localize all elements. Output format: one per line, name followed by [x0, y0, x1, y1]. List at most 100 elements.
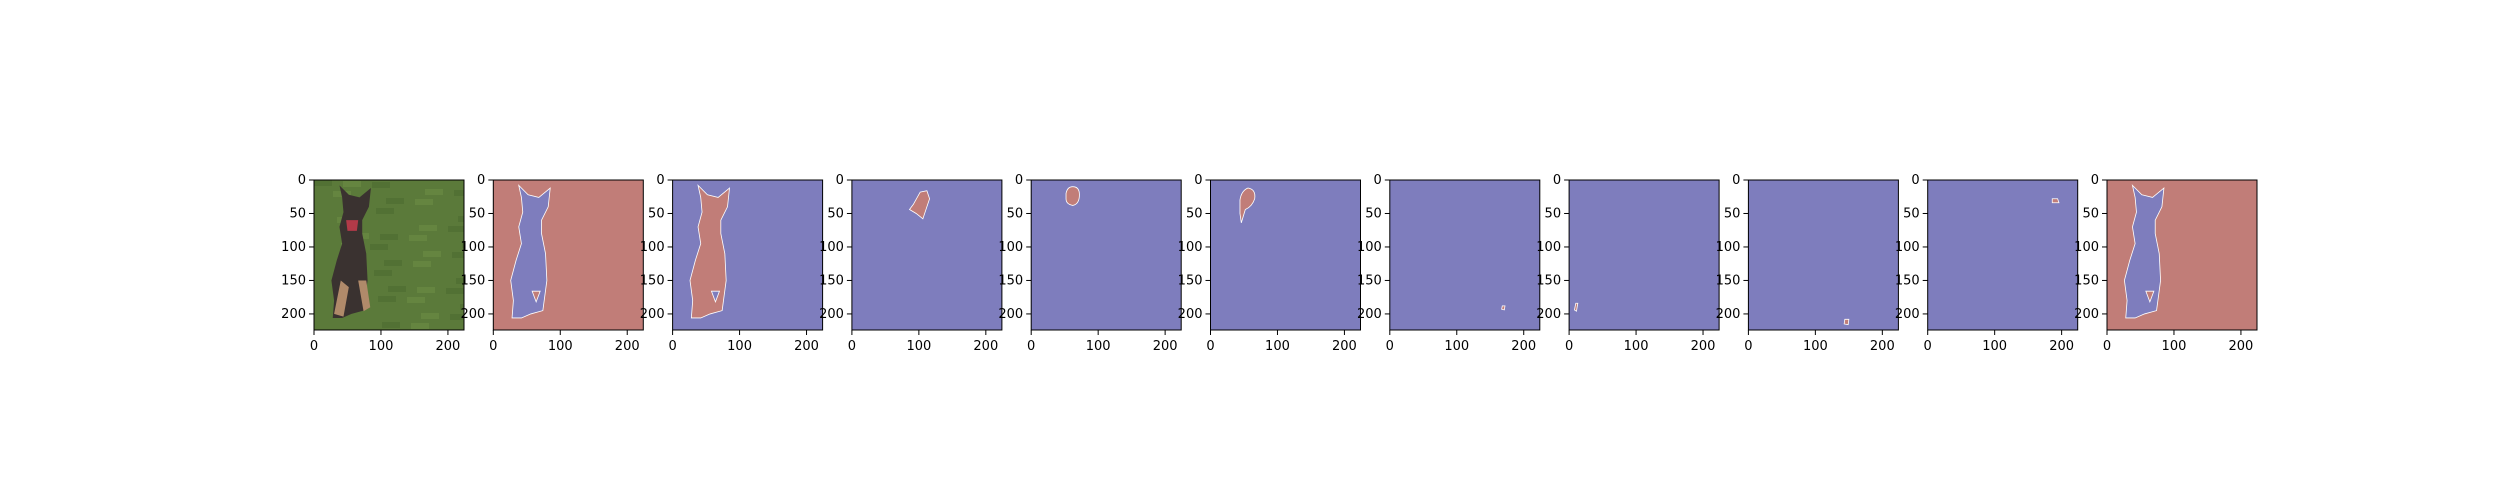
y-tick-label: 200 [1895, 307, 1920, 322]
axes-frame [1389, 179, 1541, 331]
panel-7: 0 100 200 0 50 100 150 200 [1357, 173, 1541, 354]
mask-region [908, 190, 931, 220]
panel-image [1210, 180, 1361, 330]
x-tick-label: 100 [1444, 339, 1469, 354]
x-tick-label: 200 [2229, 339, 2254, 354]
x-tick-label: 0 [1206, 339, 1214, 354]
x-tick-label: 200 [1511, 339, 1536, 354]
y-tick-label: 50 [1007, 206, 1024, 221]
x-tick-label: 0 [2103, 339, 2111, 354]
y-tick-label: 0 [1194, 173, 1202, 188]
panel-image [493, 180, 644, 330]
mask-region [2051, 198, 2060, 204]
mask-background [1748, 180, 1899, 330]
y-tick-label: 150 [1536, 273, 1561, 288]
y-tick-label: 50 [289, 206, 306, 221]
y-tick-label: 200 [819, 307, 844, 322]
mask-region [1574, 302, 1579, 312]
y-tick-label: 200 [1716, 307, 1741, 322]
mask-background [1389, 180, 1540, 330]
y-tick-label: 200 [1178, 307, 1203, 322]
axes-frame [492, 179, 644, 331]
y-tick-label: 100 [460, 240, 485, 255]
y-tick-label: 0 [836, 173, 844, 188]
x-tick-label: 200 [1153, 339, 1178, 354]
y-tick-label: 150 [1357, 273, 1382, 288]
y-tick-label: 100 [640, 240, 665, 255]
axes-frame [1747, 179, 1899, 331]
y-tick-label: 200 [281, 307, 306, 322]
axes-frame [313, 179, 465, 331]
y-tick-label: 150 [281, 273, 306, 288]
y-tick-label: 50 [1186, 206, 1203, 221]
mask-background [1569, 180, 1720, 330]
y-tick-label: 0 [298, 173, 306, 188]
y-tick-label: 0 [1015, 173, 1023, 188]
y-tick-label: 0 [1374, 173, 1382, 188]
x-tick-label: 200 [1332, 339, 1357, 354]
axes-frame [1030, 179, 1182, 331]
panel-3: 0 100 200 0 50 100 150 200 [640, 173, 824, 354]
x-tick-label: 200 [615, 339, 640, 354]
y-tick-label: 50 [1903, 206, 1920, 221]
x-tick-label: 200 [436, 339, 461, 354]
x-tick-label: 100 [1086, 339, 1111, 354]
panel-9: 0 100 200 0 50 100 150 200 [1716, 173, 1899, 354]
x-tick-label: 100 [1265, 339, 1290, 354]
panel-11: 0 100 200 0 50 100 150 200 [2074, 173, 2258, 354]
y-tick-label: 50 [648, 206, 665, 221]
x-tick-label: 0 [1744, 339, 1752, 354]
y-tick-label: 0 [2091, 173, 2099, 188]
y-tick-label: 0 [656, 173, 664, 188]
mask-region [1843, 318, 1850, 326]
axes-frame [1210, 179, 1361, 331]
panel-image [2107, 180, 2257, 330]
x-tick-label: 0 [1565, 339, 1573, 354]
x-tick-label: 200 [973, 339, 998, 354]
mask-region [1065, 186, 1080, 206]
panel-8: 0 100 200 0 50 100 150 200 [1536, 173, 1720, 354]
y-tick-label: 0 [1911, 173, 1919, 188]
x-tick-label: 100 [369, 339, 394, 354]
y-tick-label: 50 [1724, 206, 1741, 221]
panel-6: 0 100 200 0 50 100 150 200 [1178, 173, 1361, 354]
axes-frame [2106, 179, 2258, 331]
y-tick-label: 100 [2074, 240, 2099, 255]
axes-frame [1927, 179, 2079, 331]
mask-region [1239, 187, 1256, 223]
panel-image [1748, 180, 1899, 330]
panel-image [314, 180, 464, 330]
y-tick-label: 100 [1357, 240, 1382, 255]
panel-4: 0 100 200 0 50 100 150 200 [819, 173, 1003, 354]
x-tick-label: 0 [848, 339, 856, 354]
y-tick-label: 200 [1357, 307, 1382, 322]
panel-image [1031, 180, 1182, 330]
y-tick-label: 200 [1536, 307, 1561, 322]
panel-2: 0 100 200 0 50 100 150 200 [460, 173, 644, 354]
x-tick-label: 0 [1027, 339, 1035, 354]
x-tick-label: 0 [1924, 339, 1932, 354]
y-tick-label: 50 [1545, 206, 1562, 221]
panel-image [672, 180, 823, 330]
y-tick-label: 50 [1365, 206, 1382, 221]
y-tick-label: 100 [281, 240, 306, 255]
mask-region [1501, 305, 1506, 311]
y-tick-label: 150 [998, 273, 1023, 288]
y-tick-label: 100 [1716, 240, 1741, 255]
y-tick-label: 150 [640, 273, 665, 288]
x-tick-label: 200 [2049, 339, 2074, 354]
y-tick-label: 0 [1732, 173, 1740, 188]
y-tick-label: 50 [469, 206, 486, 221]
x-tick-label: 200 [794, 339, 819, 354]
x-tick-label: 100 [1982, 339, 2007, 354]
mask-region [689, 184, 731, 319]
y-tick-label: 150 [1895, 273, 1920, 288]
x-tick-label: 200 [1691, 339, 1716, 354]
mask-background [1210, 180, 1361, 330]
axes-frame [672, 179, 824, 331]
mask-region [2124, 184, 2165, 319]
y-tick-label: 100 [819, 240, 844, 255]
y-tick-label: 0 [477, 173, 485, 188]
y-tick-label: 150 [460, 273, 485, 288]
